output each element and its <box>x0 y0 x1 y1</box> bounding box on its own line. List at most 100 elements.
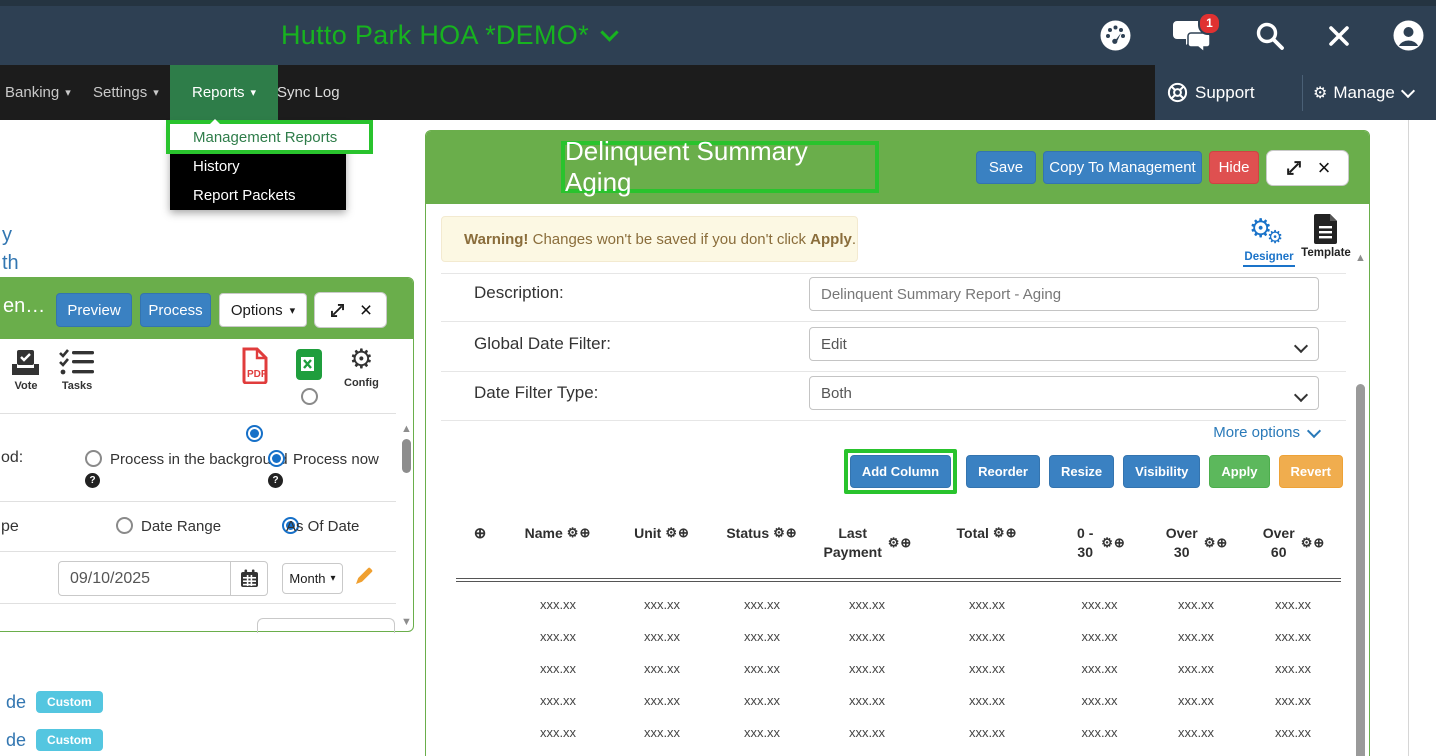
expand-close-group: × <box>314 292 387 328</box>
column-gear-plus-icons[interactable]: ⚙⊕ <box>1101 534 1126 550</box>
scrollbar-up-arrow[interactable]: ▲ <box>401 423 412 435</box>
expand-icon[interactable] <box>329 302 346 319</box>
close-icon[interactable]: × <box>1317 155 1331 180</box>
user-icon[interactable] <box>1393 20 1424 51</box>
cell-name: xxx.xx <box>539 597 577 613</box>
close-icon[interactable]: × <box>359 298 373 322</box>
options-button[interactable]: Options ▾ <box>219 293 307 327</box>
excel-file-icon <box>296 349 322 380</box>
expand-icon[interactable] <box>1285 159 1303 177</box>
report-designer-card: Delinquent Summary Aging Save Copy To Ma… <box>425 130 1370 756</box>
vote-action[interactable]: Vote <box>11 349 41 392</box>
nav-reports[interactable]: Reports ▾ <box>170 65 279 120</box>
add-row-icon[interactable]: ⊕ <box>473 525 487 542</box>
report-link-fragment[interactable]: de <box>6 729 27 750</box>
scrollbar-thumb[interactable] <box>402 439 411 473</box>
calendar-button[interactable] <box>230 561 268 596</box>
cell-over-30: xxx.xx <box>1177 693 1215 709</box>
column-gear-plus-icons[interactable]: ⚙⊕ <box>992 525 1018 541</box>
column-gear-plus-icons[interactable]: ⚙⊕ <box>1203 534 1229 550</box>
apply-button[interactable]: Apply <box>1209 455 1270 488</box>
date-filter-type-select[interactable]: Both <box>809 376 1319 410</box>
col-over-60[interactable]: Over 60 ⚙⊕ <box>1245 514 1341 582</box>
more-options-link[interactable]: More options <box>1126 423 1322 441</box>
revert-button[interactable]: Revert <box>1278 455 1343 488</box>
help-icon[interactable]: ? <box>268 473 283 488</box>
global-date-filter-label: Global Date Filter: <box>474 334 611 353</box>
scrollbar-thumb[interactable] <box>1356 384 1365 756</box>
description-input[interactable] <box>809 277 1319 311</box>
association-selector[interactable]: Hutto Park HOA *DEMO* <box>281 6 619 65</box>
cell-over-30: xxx.xx <box>1177 597 1215 613</box>
menu-item-management-reports[interactable]: Management Reports <box>166 120 373 154</box>
process-background-radio[interactable] <box>85 450 102 467</box>
visibility-button[interactable]: Visibility <box>1123 455 1201 488</box>
excel-format-option[interactable] <box>295 348 323 405</box>
report-link-fragment[interactable]: de <box>6 691 27 712</box>
col-over-30[interactable]: Over 30 ⚙⊕ <box>1147 514 1245 582</box>
cell-last-payment: xxx.xx <box>848 725 886 741</box>
col-unit[interactable]: Unit ⚙⊕ <box>612 514 712 582</box>
help-icon[interactable]: ? <box>85 473 100 488</box>
column-gear-plus-icons[interactable]: ⚙⊕ <box>773 525 798 541</box>
messages-icon[interactable]: 1 <box>1173 11 1221 53</box>
column-gear-plus-icons[interactable]: ⚙⊕ <box>887 534 913 550</box>
cell-status: xxx.xx <box>743 693 781 709</box>
truncated-link-fragment[interactable]: y <box>2 224 12 246</box>
manage-button[interactable]: ⚙ Manage <box>1313 83 1415 103</box>
dashboard-icon[interactable] <box>1100 20 1131 51</box>
global-date-filter-select[interactable]: Edit <box>809 327 1319 361</box>
as-of-date-input[interactable] <box>58 561 231 596</box>
menu-item-history[interactable]: History <box>193 158 240 175</box>
truncated-link-fragment[interactable]: th <box>2 252 19 274</box>
pdf-file-icon: PDF <box>242 347 268 384</box>
col-total[interactable]: Total ⚙⊕ <box>922 514 1052 582</box>
template-tab[interactable]: Template <box>1300 213 1352 259</box>
save-button[interactable]: Save <box>976 151 1036 184</box>
search-icon[interactable] <box>1255 21 1285 51</box>
col-status[interactable]: Status ⚙⊕ <box>712 514 812 582</box>
scrollbar-down-arrow[interactable]: ▼ <box>401 616 412 628</box>
close-icon[interactable] <box>1327 24 1351 48</box>
support-button[interactable]: Support <box>1167 82 1255 103</box>
nav-settings[interactable]: Settings ▾ <box>93 84 159 101</box>
nav-sync-log[interactable]: Sync Log <box>277 84 340 101</box>
column-gear-plus-icons[interactable]: ⚙⊕ <box>665 525 690 541</box>
reorder-button[interactable]: Reorder <box>966 455 1040 488</box>
add-column-button[interactable]: Add Column <box>849 455 952 488</box>
pdf-format-option[interactable]: PDF <box>239 347 269 442</box>
col-last-payment[interactable]: Last Payment ⚙⊕ <box>812 514 922 582</box>
hide-button[interactable]: Hide <box>1209 151 1259 184</box>
table-row: xxx.xx xxx.xx xxx.xx xxx.xx xxx.xx xxx.xx xxx.… <box>456 717 1341 749</box>
scrollbar-up-arrow[interactable]: ▲ <box>1355 252 1366 264</box>
edit-pencil-icon[interactable] <box>353 565 375 587</box>
cell-0-30: xxx.xx <box>1081 629 1118 645</box>
column-gear-plus-icons[interactable]: ⚙⊕ <box>1300 534 1326 550</box>
col-0-30[interactable]: 0 - 30 ⚙⊕ <box>1052 514 1147 582</box>
month-dropdown[interactable]: Month ▾ <box>282 563 343 594</box>
cell-total: xxx.xx <box>968 661 1006 677</box>
process-button[interactable]: Process <box>140 293 211 327</box>
total-over-30: xxx.xx <box>1147 749 1245 756</box>
process-now-radio[interactable] <box>268 450 285 467</box>
col-name[interactable]: Name ⚙⊕ <box>504 514 612 582</box>
partial-input[interactable] <box>257 618 395 633</box>
excel-radio[interactable] <box>301 388 318 405</box>
column-gear-plus-icons[interactable]: ⚙⊕ <box>566 525 592 541</box>
preview-button[interactable]: Preview <box>56 293 132 327</box>
cell-status: xxx.xx <box>743 597 781 613</box>
date-range-radio[interactable] <box>116 517 133 534</box>
tasks-action[interactable]: Tasks <box>59 349 95 392</box>
copy-to-management-button[interactable]: Copy To Management <box>1043 151 1202 184</box>
config-action[interactable]: ⚙ Config <box>344 344 379 389</box>
gear-icon: ⚙ <box>1249 213 1273 243</box>
as-of-date-radio[interactable] <box>282 517 300 534</box>
designer-tab[interactable]: ⚙ ⚙ Designer <box>1243 213 1295 267</box>
nav-banking[interactable]: Banking ▾ <box>5 84 71 101</box>
titlebar: Hutto Park HOA *DEMO* 1 <box>0 0 1436 65</box>
pdf-radio[interactable] <box>246 425 263 442</box>
menu-item-report-packets[interactable]: Report Packets <box>193 186 296 204</box>
resize-button[interactable]: Resize <box>1048 455 1115 488</box>
